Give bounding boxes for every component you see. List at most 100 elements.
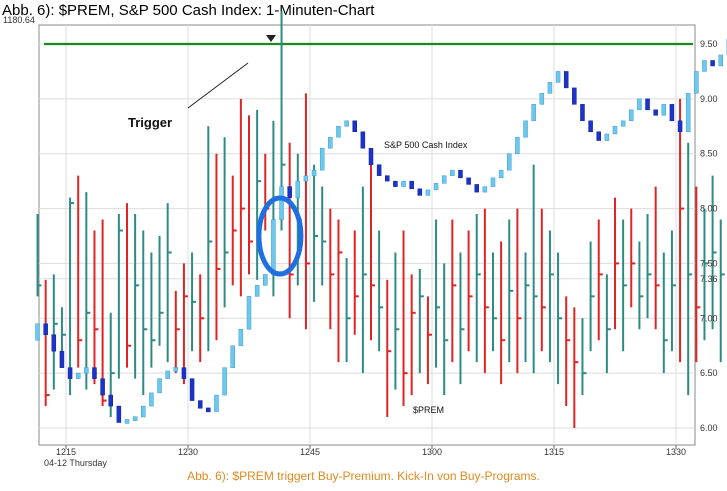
prem-bar bbox=[426, 296, 432, 385]
prem-bar bbox=[581, 318, 587, 396]
prem-bar bbox=[199, 274, 205, 363]
spx-candle bbox=[67, 367, 73, 379]
spx-candle bbox=[222, 367, 227, 396]
prem-bar bbox=[256, 109, 262, 280]
spx-candle bbox=[694, 71, 699, 94]
prem-bar bbox=[492, 252, 497, 352]
spx-candle bbox=[507, 153, 512, 171]
spx-candle bbox=[368, 147, 374, 165]
prem-bar bbox=[191, 252, 197, 352]
spx-candle bbox=[254, 285, 260, 297]
spx-candle bbox=[141, 405, 146, 418]
trigger-arrow bbox=[187, 62, 249, 109]
prem-bar bbox=[36, 214, 42, 297]
prem-bar bbox=[321, 186, 327, 286]
plot-area bbox=[38, 24, 696, 446]
spx-candle bbox=[450, 169, 455, 176]
prem-bar bbox=[142, 230, 148, 396]
spx-candle bbox=[417, 188, 423, 196]
spx-candle bbox=[604, 133, 610, 141]
spx-candle bbox=[92, 367, 97, 379]
prem-bar bbox=[44, 279, 50, 407]
spx-candle bbox=[596, 131, 601, 141]
prem-bar bbox=[565, 296, 571, 407]
spx-candle bbox=[677, 120, 683, 133]
prem-bar bbox=[475, 214, 481, 363]
spx-candle bbox=[246, 296, 252, 330]
trigger-marker-icon bbox=[266, 35, 276, 42]
spx-candle bbox=[401, 180, 406, 187]
spx-candle bbox=[547, 82, 553, 94]
spx-candle bbox=[165, 370, 170, 379]
x-tick-label: 1245 bbox=[300, 447, 320, 457]
y-left-label: 1180.64 bbox=[3, 15, 35, 25]
spx-candle bbox=[344, 120, 349, 127]
spx-candle bbox=[173, 367, 179, 372]
spx-candle bbox=[360, 131, 366, 149]
spx-candle bbox=[523, 120, 528, 138]
prem-bar bbox=[304, 93, 310, 330]
prem-bar bbox=[182, 263, 188, 385]
spx-candle bbox=[189, 378, 195, 401]
spx-candle bbox=[108, 394, 113, 407]
spx-candle bbox=[718, 54, 723, 67]
prem-bar bbox=[719, 219, 725, 363]
prem-bar bbox=[670, 230, 676, 352]
spx-candle bbox=[376, 164, 382, 176]
y-tick-label: 9.50 bbox=[700, 39, 718, 49]
spx-candle bbox=[197, 400, 203, 409]
prem-bar bbox=[532, 164, 538, 374]
spx-candle bbox=[157, 378, 162, 394]
prem-bar bbox=[239, 98, 245, 297]
prem-bar bbox=[459, 252, 465, 385]
spx-candle bbox=[653, 109, 658, 116]
spx-candle bbox=[588, 120, 593, 133]
date-label: 04-12 Thursday bbox=[44, 458, 107, 468]
prem-bar bbox=[605, 274, 611, 374]
prem-bar bbox=[288, 142, 294, 319]
prem-bar bbox=[540, 208, 546, 352]
prem-bar bbox=[483, 208, 489, 374]
prem-bar bbox=[638, 241, 644, 330]
spx-candle bbox=[661, 104, 667, 116]
prem-bar bbox=[573, 307, 579, 428]
spx-candle bbox=[645, 98, 650, 111]
spx-candle bbox=[515, 137, 520, 154]
spx-candle bbox=[433, 183, 439, 191]
spx-candle bbox=[474, 184, 479, 193]
prem-bar bbox=[711, 175, 717, 330]
prem-bar bbox=[703, 208, 709, 341]
prem-bar bbox=[516, 208, 522, 374]
spx-candle bbox=[702, 60, 707, 72]
prem-bar bbox=[174, 290, 180, 374]
caption: Abb. 6): $PREM triggert Buy-Premium. Kic… bbox=[187, 469, 540, 483]
y-tick-label: 6.50 bbox=[700, 368, 718, 378]
prem-bar bbox=[443, 263, 449, 396]
spx-candle bbox=[271, 219, 276, 275]
spx-candle bbox=[279, 186, 284, 220]
spx-candle bbox=[352, 120, 357, 133]
spx-candle bbox=[181, 367, 187, 379]
spx-candle bbox=[100, 378, 105, 396]
trigger-label: Trigger bbox=[128, 115, 172, 130]
spx-candle bbox=[303, 175, 309, 182]
spx-candle bbox=[132, 416, 138, 421]
prem-bar bbox=[418, 268, 424, 374]
spx-candle bbox=[238, 329, 244, 346]
spx-candle bbox=[230, 345, 235, 368]
spx-candle bbox=[425, 189, 431, 196]
spx-candle bbox=[555, 71, 561, 83]
spx-candle bbox=[580, 104, 585, 122]
prem-bar bbox=[654, 186, 660, 330]
y-tick-label: 8.00 bbox=[700, 204, 718, 214]
spx-candle bbox=[124, 419, 130, 424]
prem-bar bbox=[435, 219, 441, 368]
spx-candle bbox=[490, 177, 496, 187]
spx-series bbox=[35, 38, 727, 424]
x-tick-label: 1230 bbox=[178, 447, 198, 457]
prem-series bbox=[36, 11, 725, 428]
prem-bar bbox=[207, 126, 213, 352]
prem-bar bbox=[394, 252, 400, 390]
prem-bar bbox=[386, 279, 392, 418]
spx-candle bbox=[214, 394, 219, 412]
